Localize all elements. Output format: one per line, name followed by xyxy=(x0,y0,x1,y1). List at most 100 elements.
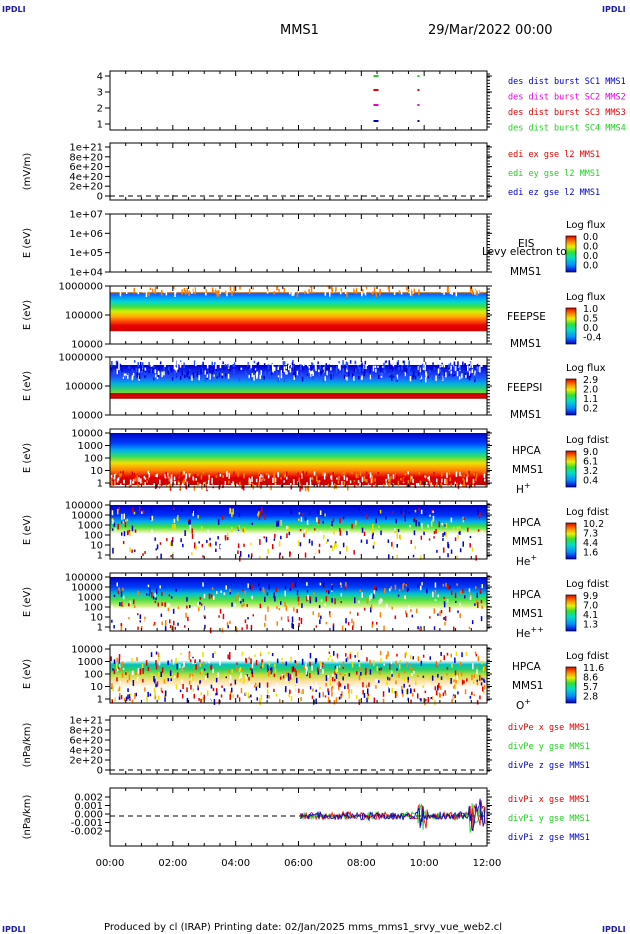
y-tick-label: 1e+04 xyxy=(69,268,103,279)
y-tick-label: -0.002 xyxy=(71,827,103,838)
burst-marker xyxy=(417,104,420,106)
ion-species-label: He+ xyxy=(516,553,537,568)
y-tick-label: 4 xyxy=(97,72,103,83)
colorbar xyxy=(565,594,577,632)
colorbar-value: 2.8 xyxy=(583,692,598,703)
y-tick-label: 1000 xyxy=(78,441,103,452)
y-tick-label: 1000 xyxy=(78,521,103,532)
legend-entry: des dist burst SC3 MMS3 xyxy=(508,108,626,118)
colorbar-value: 1.6 xyxy=(583,548,598,559)
colorbar-value: 10.2 xyxy=(583,519,604,530)
colorbar-value: 0.4 xyxy=(583,476,598,487)
panel-eis: 1e+07 1e+06 1e+05 1e+04 E (eV) EIS MMS1 Levy el… xyxy=(22,210,606,279)
y-tick-label: 0.000 xyxy=(74,810,103,821)
y-tick-label: 10 xyxy=(90,682,103,693)
spectrogram-texture-feepse xyxy=(112,286,483,297)
y-tick-label: 10 xyxy=(90,541,103,552)
y-tick-label: 10000 xyxy=(71,429,103,440)
spacecraft-label: MMS1 xyxy=(512,464,543,476)
colorbar-value: -0.4 xyxy=(583,333,602,344)
colorbar-value: 7.0 xyxy=(583,601,598,612)
colorbar xyxy=(565,522,577,560)
colorbar xyxy=(565,666,577,704)
y-tick-label: 4e+20 xyxy=(69,746,103,757)
ion-species-label: H+ xyxy=(516,481,531,496)
panel-frame xyxy=(109,70,488,131)
y-axis-label: E (eV) xyxy=(22,443,33,473)
legend-entry: divPi z gse MMS1 xyxy=(508,833,590,843)
legend-entry: edi ez gse l2 MMS1 xyxy=(508,188,600,198)
legend-entry: divPe x gse MMS1 xyxy=(508,723,590,733)
panel-frame xyxy=(109,715,488,775)
page-date: 29/Mar/2022 00:00 xyxy=(428,23,553,38)
spectrogram-texture-hpca-hepp xyxy=(110,582,483,634)
y-tick-label: 1000000 xyxy=(58,353,103,364)
y-tick-label: 1 xyxy=(97,551,103,562)
overlay-text: Levy electron to xyxy=(482,246,567,258)
corner-label-bottom-right: IPDLI xyxy=(602,925,626,934)
feepsi-low-energy-band xyxy=(110,392,487,396)
y-tick-label: 100000 xyxy=(65,501,103,512)
y-axis-label: E (eV) xyxy=(22,228,33,258)
time-tick-label: 00:00 xyxy=(96,858,125,869)
legend-entry: divPi x gse MMS1 xyxy=(508,795,590,805)
colorbar-value: 0.5 xyxy=(583,314,598,325)
y-tick-label: 1e+21 xyxy=(69,716,103,727)
colorbar-value: 9.9 xyxy=(583,591,598,602)
y-tick-label: 1000 xyxy=(78,593,103,604)
burst-marker xyxy=(373,89,379,91)
spectrogram-texture-hpca-o xyxy=(110,650,486,706)
y-tick-label: 10 xyxy=(90,613,103,624)
panel-frame xyxy=(109,142,488,201)
corner-label-bottom-left: IPDLI xyxy=(2,925,26,934)
colorbar-title: Log fdist xyxy=(566,651,609,662)
y-tick-label: 0.002 xyxy=(74,793,103,804)
y-tick-label: 100 xyxy=(84,603,103,614)
colorbar-value: 9.0 xyxy=(583,447,598,458)
y-tick-label: 100 xyxy=(84,454,103,465)
y-tick-label: 1000000 xyxy=(58,282,103,293)
colorbar-value: 2.0 xyxy=(583,385,598,396)
instrument-label: HPCA xyxy=(512,517,542,529)
colorbar-value: 0.0 xyxy=(583,323,598,334)
y-axis-label: (nPa/km) xyxy=(22,795,33,840)
colorbar-value: 1.3 xyxy=(583,620,598,631)
colorbar-value: 1.1 xyxy=(583,394,598,405)
burst-marker xyxy=(417,120,420,122)
spacecraft-label: MMS1 xyxy=(510,338,541,350)
spectrogram-hpca-he xyxy=(110,505,487,557)
y-axis-label: E (eV) xyxy=(22,371,33,401)
y-tick-label: 0 xyxy=(97,766,103,777)
colorbar-value: 11.6 xyxy=(583,663,604,674)
divpi-series-trace xyxy=(299,802,486,833)
page-title: MMS1 xyxy=(280,23,319,38)
colorbar-value: 0.0 xyxy=(583,251,598,262)
y-tick-label: 1e+05 xyxy=(69,248,103,259)
y-axis-label: E (eV) xyxy=(22,515,33,545)
colorbar-value: 0.0 xyxy=(583,232,598,243)
y-tick-label: 4e+20 xyxy=(69,172,103,183)
y-tick-label: 2e+20 xyxy=(69,756,103,767)
y-tick-label: 100 xyxy=(84,670,103,681)
y-axis-label: E (eV) xyxy=(22,300,33,330)
colorbar-value: 3.2 xyxy=(583,466,598,477)
y-tick-label: 2e+20 xyxy=(69,182,103,193)
colorbar-value: 8.6 xyxy=(583,673,598,684)
colorbar-value: 5.7 xyxy=(583,682,598,693)
y-tick-label: 6e+20 xyxy=(69,736,103,747)
y-tick-label: 1e+07 xyxy=(69,210,103,221)
footer-text: Produced by cl (IRAP) Printing date: 02/… xyxy=(104,922,502,933)
colorbar xyxy=(565,450,577,488)
spacecraft-label: MMS1 xyxy=(512,536,543,548)
divpi-series-trace xyxy=(299,798,486,831)
colorbar-title: Log fdist xyxy=(566,507,609,518)
instrument-label: EIS xyxy=(518,238,535,250)
legend-entry: des dist burst SC4 MMS4 xyxy=(508,124,626,134)
panels: 4 3 2 1 des dist burst SC1 MMS1 des dist burs… xyxy=(22,70,626,847)
y-tick-label: 10 xyxy=(90,466,103,477)
